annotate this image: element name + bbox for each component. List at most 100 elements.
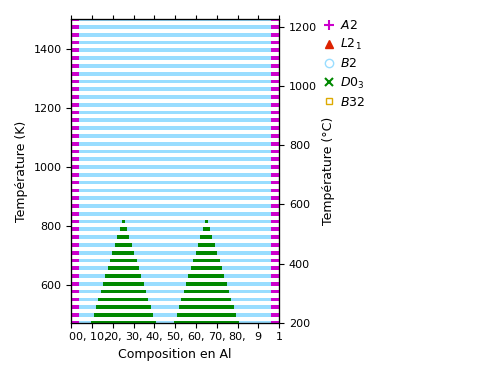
Bar (72, 227, 79, 231)
Bar (72, 111, 79, 114)
Bar (72, 235, 279, 239)
Bar (72, 41, 279, 44)
Bar (203, 227, 210, 231)
Bar (271, 181, 279, 185)
Bar (72, 282, 79, 286)
Bar (271, 305, 279, 309)
Bar (117, 235, 130, 239)
Bar (72, 87, 279, 91)
Bar (271, 212, 279, 215)
Bar (72, 321, 279, 324)
Bar (72, 266, 79, 270)
Bar (72, 243, 79, 247)
Bar (72, 165, 79, 169)
Bar (72, 220, 79, 223)
Bar (72, 80, 79, 83)
Bar (271, 103, 279, 107)
Bar (72, 142, 79, 146)
Bar (103, 282, 144, 286)
Bar (72, 25, 79, 29)
Bar (183, 290, 229, 293)
Bar (72, 49, 79, 52)
Bar (72, 204, 279, 208)
Bar (98, 297, 148, 301)
Bar (72, 134, 279, 138)
Bar (72, 41, 79, 44)
Bar (72, 235, 79, 239)
Bar (115, 243, 132, 247)
Bar (72, 118, 79, 122)
Bar (72, 56, 279, 60)
Bar (174, 321, 238, 324)
Bar (271, 33, 279, 36)
Bar (271, 80, 279, 83)
Bar (72, 196, 79, 200)
Bar (72, 126, 279, 130)
Bar (271, 64, 279, 68)
Bar (271, 165, 279, 169)
Bar (72, 103, 279, 107)
Bar (181, 297, 231, 301)
Bar (72, 95, 79, 99)
Bar (72, 49, 279, 52)
Bar (91, 321, 156, 324)
Bar (271, 251, 279, 255)
Bar (191, 266, 222, 270)
Bar (271, 95, 279, 99)
Bar (271, 41, 279, 44)
X-axis label: Composition en Al: Composition en Al (118, 348, 232, 361)
Bar (72, 165, 279, 169)
Bar (72, 33, 279, 36)
Bar (271, 118, 279, 122)
Bar (72, 251, 279, 255)
Bar (72, 72, 279, 76)
Bar (72, 274, 79, 278)
Bar (72, 72, 79, 76)
Bar (72, 243, 279, 247)
Bar (72, 103, 79, 107)
Bar (72, 118, 279, 122)
Legend: $A2$, $L2_1$, $B2$, $D0_3$, $B32$: $A2$, $L2_1$, $B2$, $D0_3$, $B32$ (323, 19, 365, 109)
Bar (72, 259, 279, 262)
Bar (72, 126, 79, 130)
Bar (186, 282, 227, 286)
Bar (271, 235, 279, 239)
Y-axis label: Température (K): Température (K) (15, 120, 28, 221)
Bar (271, 243, 279, 247)
Bar (72, 212, 279, 215)
Bar (72, 181, 79, 185)
Bar (96, 305, 151, 309)
Bar (198, 243, 215, 247)
Bar (72, 282, 279, 286)
Bar (179, 305, 234, 309)
Bar (72, 196, 279, 200)
Bar (72, 87, 79, 91)
Bar (119, 227, 127, 231)
Bar (94, 313, 153, 317)
Bar (72, 142, 279, 146)
Bar (108, 266, 139, 270)
Bar (271, 142, 279, 146)
Bar (72, 64, 79, 68)
Bar (72, 305, 279, 309)
Bar (72, 33, 79, 36)
Bar (271, 111, 279, 114)
Bar (271, 134, 279, 138)
Bar (72, 266, 279, 270)
Bar (112, 251, 134, 255)
Bar (271, 158, 279, 161)
Bar (72, 274, 279, 278)
Bar (72, 150, 79, 153)
Bar (176, 313, 236, 317)
Bar (72, 158, 79, 161)
Bar (271, 227, 279, 231)
Bar (72, 290, 79, 293)
Bar (193, 259, 220, 262)
Bar (72, 173, 79, 177)
Bar (72, 297, 79, 301)
Bar (72, 181, 279, 185)
Bar (110, 259, 137, 262)
Bar (271, 49, 279, 52)
Bar (72, 80, 279, 83)
Bar (271, 173, 279, 177)
